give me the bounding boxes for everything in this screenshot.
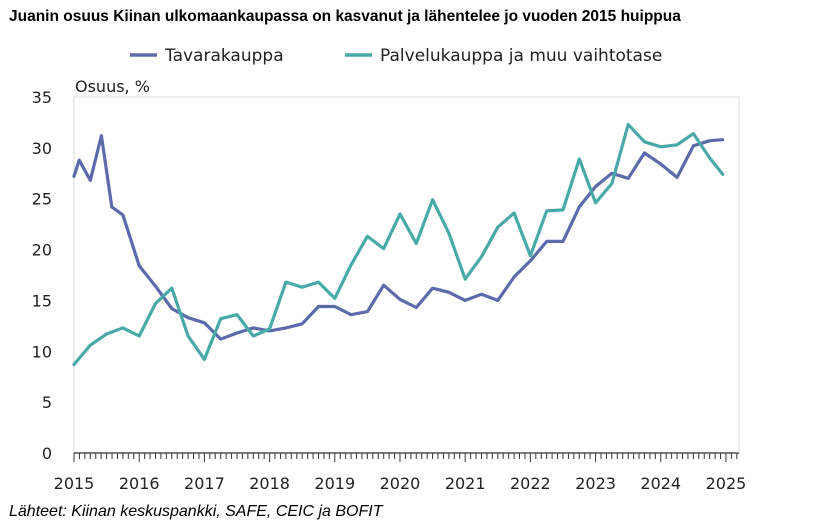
x-tick-label: 2024 bbox=[640, 474, 681, 493]
legend-label: Tavarakauppa bbox=[164, 46, 284, 66]
x-axis: 2015 2016 2017 2018 2019 2020 2021 2022 2023 2024… bbox=[54, 452, 747, 493]
x-tick-label: 2025 bbox=[706, 474, 747, 493]
x-tick-label: 2023 bbox=[575, 474, 616, 493]
plot-area-frame bbox=[73, 96, 740, 454]
y-tick-label: 30 bbox=[32, 139, 52, 158]
y-tick-label: 5 bbox=[42, 393, 52, 412]
y-axis: 0 5 10 15 20 25 30 35 bbox=[32, 88, 52, 463]
y-tick-label: 35 bbox=[32, 88, 52, 107]
y-axis-label: Osuus, % bbox=[75, 77, 150, 96]
x-tick-label: 2021 bbox=[445, 474, 486, 493]
chart-title: Juanin osuus Kiinan ulkomaankaupassa on … bbox=[9, 8, 681, 25]
x-tick-label: 2019 bbox=[314, 474, 355, 493]
legend-label: Palvelukauppa ja muu vaihtotase bbox=[380, 46, 662, 66]
x-tick-label: 2022 bbox=[510, 474, 551, 493]
y-tick-label: 0 bbox=[42, 444, 52, 463]
source-note: Lähteet: Kiinan keskuspankki, SAFE, CEIC… bbox=[9, 503, 383, 520]
series-group bbox=[72, 122, 725, 367]
x-tick-label: 2020 bbox=[380, 474, 421, 493]
series-line-tavarakauppa bbox=[72, 134, 725, 341]
y-tick-label: 15 bbox=[32, 291, 52, 310]
series-line-palvelukauppa bbox=[72, 122, 725, 367]
y-tick-label: 20 bbox=[32, 241, 52, 260]
x-tick-label: 2018 bbox=[249, 474, 290, 493]
x-tick-label: 2016 bbox=[119, 474, 160, 493]
x-tick-label: 2017 bbox=[184, 474, 225, 493]
y-tick-label: 25 bbox=[32, 190, 52, 209]
y-tick-label: 10 bbox=[32, 342, 52, 361]
x-tick-label: 2015 bbox=[54, 474, 95, 493]
legend: Tavarakauppa Palvelukauppa ja muu vaihtot… bbox=[130, 46, 662, 66]
